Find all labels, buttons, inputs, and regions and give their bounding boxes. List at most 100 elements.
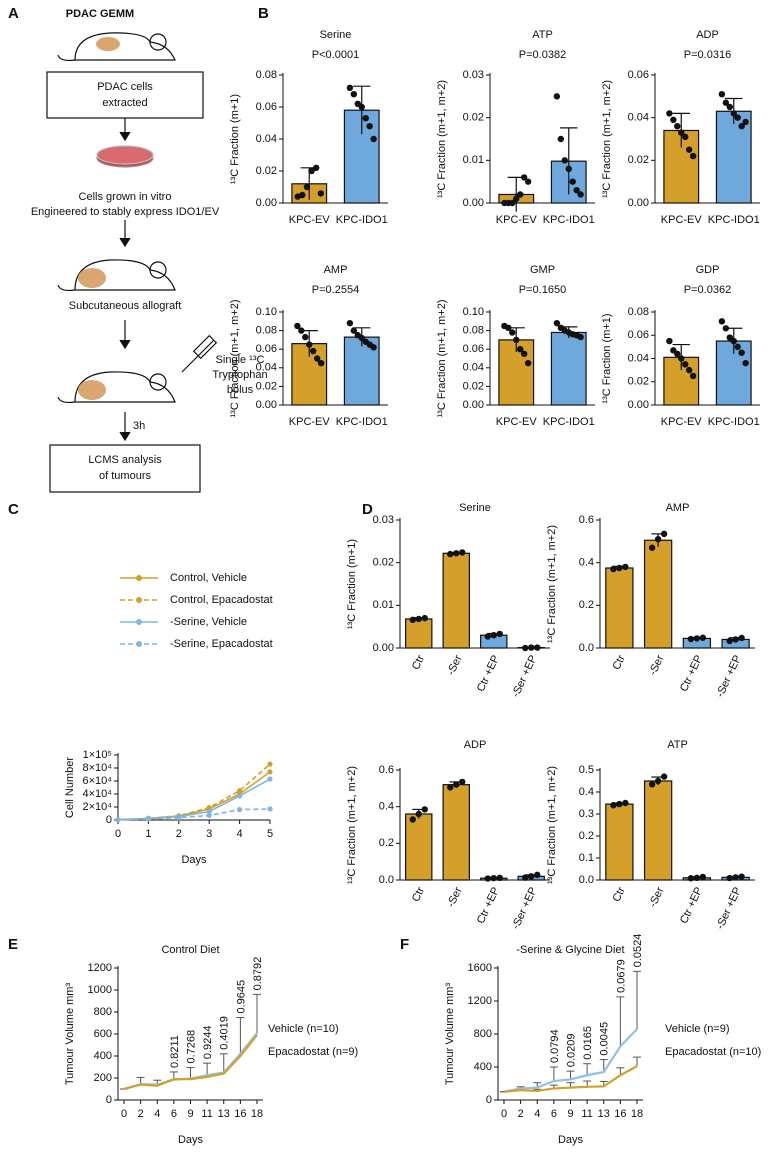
x-tick-label: -Ser [647,653,667,677]
data-point [553,319,561,327]
legend-label: -Serine, Vehicle [170,616,247,628]
p-value: 0.8792 [252,957,264,991]
y-tick-label: 0.02 [463,112,484,124]
y-tick-label: 0.0 [379,874,394,886]
data-point [534,644,541,651]
box-text: of tumours [99,470,151,482]
data-point [294,322,301,330]
data-point [616,564,623,572]
data-point [302,333,309,341]
data-point [267,761,273,767]
data-point [616,800,623,808]
data-point [666,337,673,345]
y-tick-label: 0.3 [579,808,594,820]
panel-label: F [400,936,409,953]
data-point [654,536,662,543]
bar [715,110,752,204]
panel-a-drawing [46,32,218,493]
x-tick-label: Ctr [410,653,427,672]
data-point [685,366,693,374]
y-tick-label: 0.04 [256,133,277,145]
x-tick-label: 11 [581,1108,592,1120]
bar [405,618,433,649]
panel-label: E [8,936,18,953]
x-tick-label: 0 [121,1108,127,1120]
x-tick-label: 16 [614,1108,626,1120]
y-tick-label: 2×10⁴ [82,801,112,813]
p-value: 0.0524 [632,934,644,968]
panel-label: C [8,501,19,518]
data-point [666,110,673,117]
data-point [350,327,358,334]
step-text: Subcutaneous allograft [69,300,182,312]
data-point [517,191,524,198]
x-tick-label: 1 [145,828,151,840]
data-point [528,644,535,651]
y-tick-label: 0.00 [463,399,484,411]
y-tick-label: 0.2 [579,830,594,842]
data-point [298,327,305,334]
data-point [496,874,503,881]
y-tick-label: 0.00 [463,197,484,209]
bar [550,331,587,406]
y-tick-label: 0.06 [463,343,484,355]
step-text: Engineered to stably express IDO1/EV [31,206,220,218]
x-tick-label: KPC-IDO1 [336,416,388,428]
data-point [734,343,741,351]
x-tick-label: KPC-IDO1 [336,214,388,226]
bar [643,539,673,649]
data-point [699,634,707,641]
data-point [362,115,369,122]
data-point [687,875,695,882]
data-point [610,802,617,809]
p-value: 0.8211 [169,1035,181,1068]
data-point [509,329,516,336]
y-tick-label: 1×10⁵ [83,749,112,761]
x-tick-label: 9 [567,1108,573,1120]
data-point [237,793,243,799]
data-point [176,815,182,821]
bar [442,552,470,649]
data-point [313,355,321,362]
x-tick-label: Ctr +EP [678,885,705,925]
bar [405,813,433,881]
x-tick-label: KPC-EV [661,214,703,226]
x-tick-label: 13 [218,1108,230,1120]
legend-label: -Serine, Epacadostat [170,638,273,650]
data-point [670,116,677,124]
data-point [484,875,491,882]
series-line [503,1065,638,1093]
data-point [524,359,532,367]
data-point [654,777,662,785]
p-value: P=0.0362 [684,284,731,296]
x-tick-label: -Ser [647,885,667,909]
x-axis-label: Days [181,854,207,866]
data-point [312,164,320,171]
y-tick-label: 4×10⁴ [82,788,112,800]
data-point [682,133,689,141]
y-tick-label: 6×10⁴ [82,775,112,787]
time-text: 3h [133,420,145,432]
legend-marker [136,641,142,647]
y-tick-label: 0.08 [256,325,277,337]
y-tick-label: 0.02 [628,376,649,388]
legend-label: Vehicle (n=9) [665,1023,730,1035]
y-tick-label: 0.01 [463,154,484,166]
p-value: 0.0165 [582,1026,594,1060]
y-axis-label: ¹³C Fraction (m+1, m+2) [346,766,358,884]
data-point [678,129,685,136]
box [49,444,201,493]
x-tick-label: 13 [598,1108,610,1120]
data-point [577,191,584,198]
y-tick-label: 0.00 [256,399,277,411]
data-point [722,325,730,332]
y-axis-label: ¹³C Fraction (m+1, m+2) [546,525,558,643]
y-tick-label: 0.02 [256,165,277,177]
series-line [123,1034,258,1091]
data-point [718,318,726,325]
y-tick-label: 0.02 [628,154,649,166]
data-point [520,174,528,181]
y-axis-label: Tumour Volume mm³ [64,983,76,1086]
x-tick-label: 18 [631,1108,643,1120]
x-tick-label: 2 [176,828,182,840]
